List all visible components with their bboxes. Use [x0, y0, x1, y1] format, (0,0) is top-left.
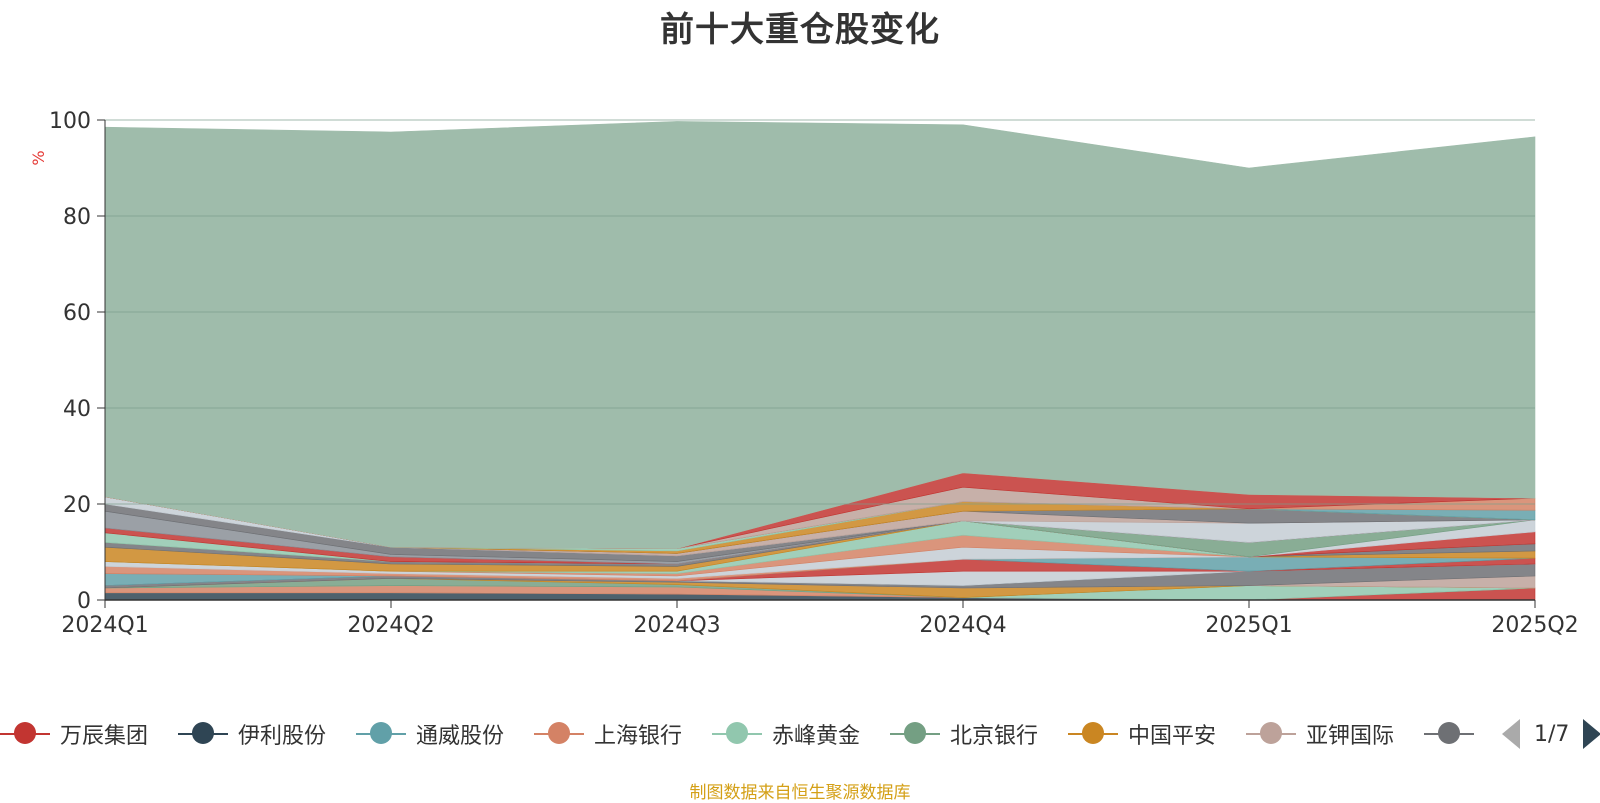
legend-item[interactable]: 伊利股份 — [178, 716, 326, 752]
x-tick-label-1: 2024Q2 — [347, 613, 434, 638]
x-tick-label-2: 2024Q3 — [633, 613, 720, 638]
y-tick-label-2: 40 — [63, 397, 91, 422]
y-axis-unit-label: % — [29, 150, 48, 165]
data-source-note: 制图数据来自恒生聚源数据库 — [689, 783, 911, 803]
legend-next-page-icon[interactable] — [1583, 719, 1600, 749]
legend-prev-page-icon[interactable] — [1502, 719, 1520, 749]
legend-label: 北京银行 — [950, 724, 1039, 749]
legend-marker-icon — [0, 722, 50, 744]
legend-item[interactable]: 万辰集团 — [0, 716, 148, 752]
legend-marker-icon — [1068, 722, 1118, 744]
y-tick-label-4: 80 — [63, 205, 91, 230]
legend-label: 亚钾国际 — [1306, 724, 1395, 749]
legend-item[interactable]: 上海银行 — [534, 716, 682, 752]
legend-item[interactable]: 赤峰黄金 — [712, 716, 860, 752]
x-tick-label-3: 2024Q4 — [919, 613, 1006, 638]
legend-item[interactable]: 中国平安 — [1068, 716, 1216, 752]
legend-marker-icon — [356, 722, 406, 744]
legend-pager: 1/7 — [1500, 716, 1600, 752]
legend-marker-icon — [712, 722, 762, 744]
x-tick-label-0: 2024Q1 — [61, 613, 148, 638]
stacked-area-chart: 2024Q1 2024Q2 2024Q3 2024Q4 2025Q1 2025Q2 0 20… — [29, 109, 1579, 638]
y-tick-label-0: 0 — [77, 589, 91, 614]
legend-label: 伊利股份 — [238, 724, 327, 749]
legend-label: 赤峰黄金 — [772, 724, 861, 749]
legend-label: 万辰集团 — [60, 724, 149, 749]
legend-item[interactable]: 通威股份 — [356, 716, 504, 752]
x-tick-label-5: 2025Q2 — [1491, 613, 1578, 638]
y-tick-label-1: 20 — [63, 493, 91, 518]
legend-item[interactable]: 北京银行 — [890, 716, 1038, 752]
legend-marker-icon — [890, 722, 940, 744]
legend-marker-icon — [1246, 722, 1296, 744]
legend-marker-icon — [534, 722, 584, 744]
area-series-36 — [104, 121, 1536, 549]
chart-title: 前十大重仓股变化 — [660, 10, 940, 50]
x-tick-label-4: 2025Q1 — [1205, 613, 1292, 638]
legend-item-clipped[interactable] — [1424, 716, 1480, 752]
legend-marker-icon — [178, 722, 228, 744]
legend-marker-icon — [1424, 722, 1474, 744]
legend-label: 上海银行 — [594, 724, 683, 749]
legend-page-indicator: 1/7 — [1534, 721, 1570, 747]
legend-label: 通威股份 — [416, 724, 505, 749]
y-tick-label-5: 100 — [49, 109, 91, 134]
legend-label: 中国平安 — [1128, 724, 1217, 749]
y-tick-label-3: 60 — [63, 301, 91, 326]
legend-item[interactable]: 亚钾国际 — [1246, 716, 1394, 752]
chart-legend: 万辰集团 伊利股份 通威股份 上海银行 赤峰黄金 北京银行 中国平安 亚钾国际 — [0, 716, 1480, 752]
